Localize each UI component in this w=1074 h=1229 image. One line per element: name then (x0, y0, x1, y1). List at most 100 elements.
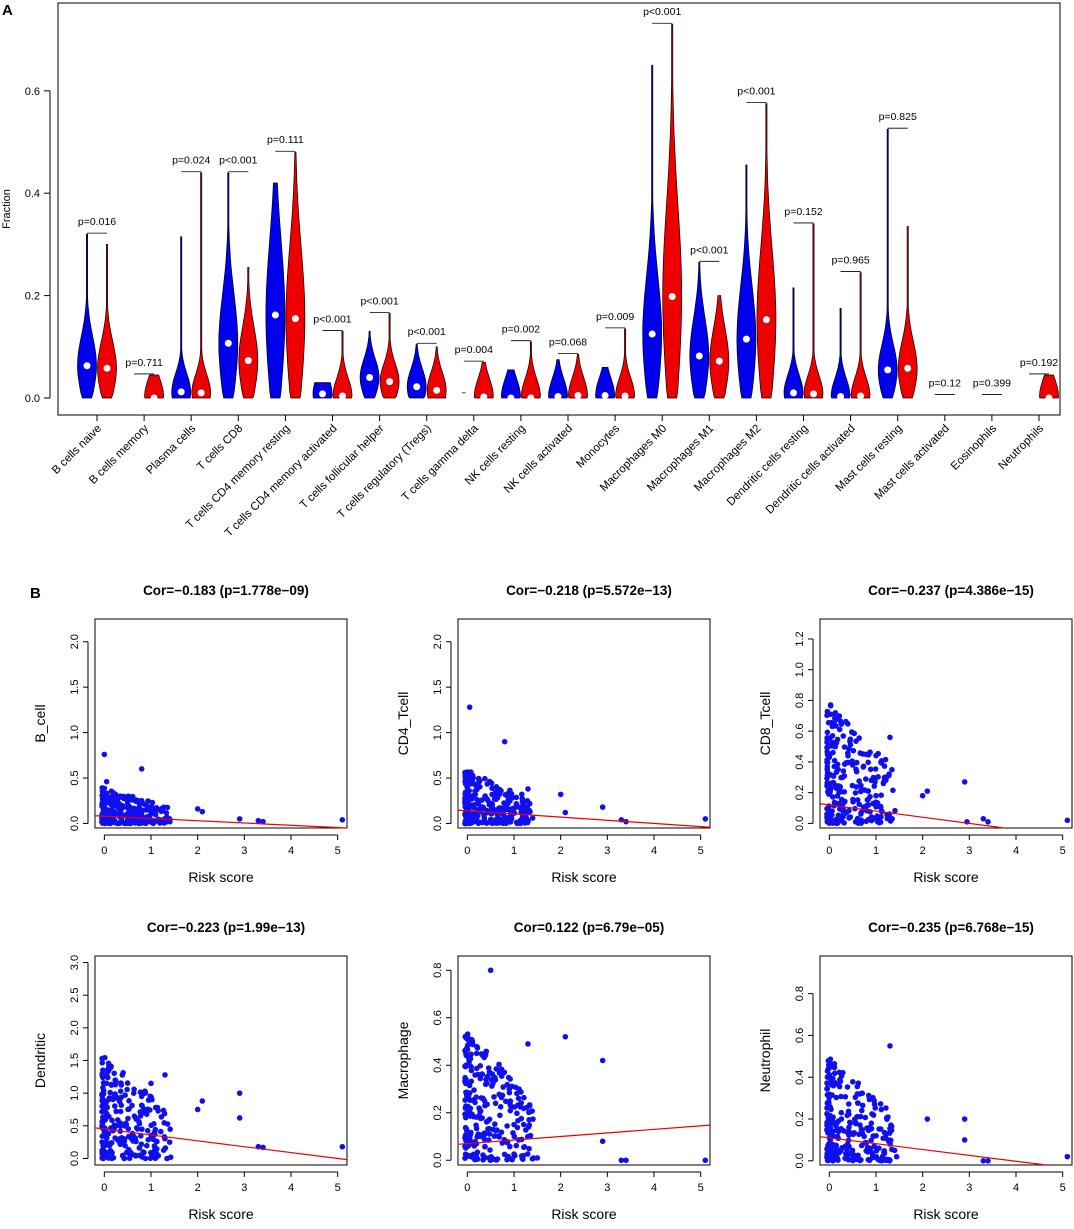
data-point (864, 1125, 870, 1131)
median-marker (366, 374, 374, 382)
scatter-panel: Cor=−0.235 (p=6.768e−15) 0.0 0.2 0.4 0.6 0.8 N… (757, 920, 1073, 1222)
data-point (893, 1153, 900, 1160)
data-point (473, 1153, 480, 1160)
data-point (466, 704, 473, 710)
data-point (148, 1080, 154, 1087)
data-point (871, 783, 878, 789)
data-point (145, 1106, 151, 1112)
data-point (236, 816, 243, 822)
data-point (110, 803, 116, 810)
data-point (868, 777, 875, 784)
data-point (108, 788, 115, 794)
x-tick-label: 5 (698, 845, 704, 857)
p-value-label: p<0.001 (360, 296, 398, 308)
y-tick-label: 0.8 (794, 693, 806, 708)
data-point (487, 816, 494, 823)
data-point (867, 766, 874, 773)
y-tick-label: 2.0 (69, 634, 81, 649)
violin-low-risk (642, 64, 663, 399)
data-point (871, 815, 878, 822)
data-point (105, 1060, 112, 1067)
data-point (832, 710, 839, 716)
category-label: Plasma cells (144, 422, 198, 476)
data-point (826, 803, 832, 809)
scatter-panel: Cor=−0.183 (p=1.778e−09) 0.0 0.5 1.0 1.5 2.0 B… (32, 583, 348, 885)
data-point (482, 1143, 488, 1150)
data-point (499, 1092, 506, 1099)
data-point (469, 1038, 476, 1045)
median-marker (386, 378, 394, 386)
regression-line (457, 1124, 711, 1145)
y-tick-label: 0.0 (794, 1153, 806, 1168)
data-point (849, 729, 855, 735)
data-point (891, 1147, 898, 1154)
violin-high-risk (191, 172, 212, 399)
data-point (525, 786, 531, 792)
data-point (845, 1108, 852, 1115)
y-tick-label: 0.0 (432, 816, 444, 831)
data-point (871, 1101, 878, 1107)
regression-line (94, 1127, 348, 1161)
data-point (827, 1125, 834, 1131)
data-point (866, 1096, 873, 1103)
data-point (151, 1143, 158, 1149)
median-marker (433, 386, 441, 394)
data-point (515, 804, 522, 810)
median-marker (668, 293, 676, 301)
y-tick-label: 1.5 (432, 680, 444, 695)
correlation-title: Cor=−0.223 (p=1.99e−13) (147, 920, 305, 935)
x-tick-label: 4 (1013, 1182, 1019, 1194)
y-tick-label: 0.6 (25, 86, 40, 98)
y-tick-label: 0.0 (69, 816, 81, 831)
plot-frame (94, 955, 348, 1166)
data-point (492, 1077, 499, 1083)
regression-line (819, 803, 1005, 829)
data-point (489, 785, 495, 792)
violin-high-risk (285, 151, 306, 399)
y-axis-title: Fraction (1, 189, 13, 229)
data-point (131, 806, 137, 812)
data-point (854, 1091, 861, 1097)
data-point (919, 792, 926, 799)
data-point (961, 779, 968, 785)
scatter-panel: Cor=−0.218 (p=5.572e−13) 0.0 0.5 1.0 1.5 2.0 C… (395, 583, 711, 885)
data-point (829, 1077, 835, 1084)
median-marker (837, 392, 845, 400)
data-point (475, 1071, 481, 1078)
y-tick-label: 0.0 (794, 816, 806, 831)
plot-frame (94, 618, 348, 829)
data-point (847, 736, 854, 742)
p-value-label: p=0.192 (1020, 357, 1058, 369)
data-point (111, 1093, 117, 1100)
p-value-label: p=0.152 (784, 206, 822, 218)
data-point (133, 1116, 140, 1122)
data-point (826, 1141, 832, 1147)
data-point (846, 1151, 852, 1157)
data-point (145, 1097, 152, 1103)
data-point (504, 1123, 510, 1129)
data-point (107, 1089, 113, 1096)
median-marker (951, 394, 959, 402)
data-point (159, 807, 166, 814)
data-point (507, 787, 513, 794)
data-point (144, 1127, 151, 1134)
p-value-label: p=0.004 (455, 344, 493, 356)
x-tick-label: 2 (558, 845, 564, 857)
data-point (102, 805, 108, 812)
data-point (468, 1129, 474, 1136)
data-point (520, 807, 527, 814)
data-point (462, 812, 469, 819)
data-point (838, 1109, 845, 1116)
data-point (826, 791, 832, 797)
median-marker (271, 311, 279, 319)
data-point (526, 1145, 532, 1152)
data-point (482, 1081, 489, 1088)
data-point (339, 817, 346, 823)
x-tick-label: 5 (1060, 845, 1066, 857)
data-point (167, 1126, 173, 1132)
median-marker (648, 330, 656, 338)
data-point (479, 819, 486, 826)
p-value-label: p=0.825 (879, 111, 917, 123)
data-point (526, 1102, 533, 1109)
data-point (961, 1137, 968, 1143)
